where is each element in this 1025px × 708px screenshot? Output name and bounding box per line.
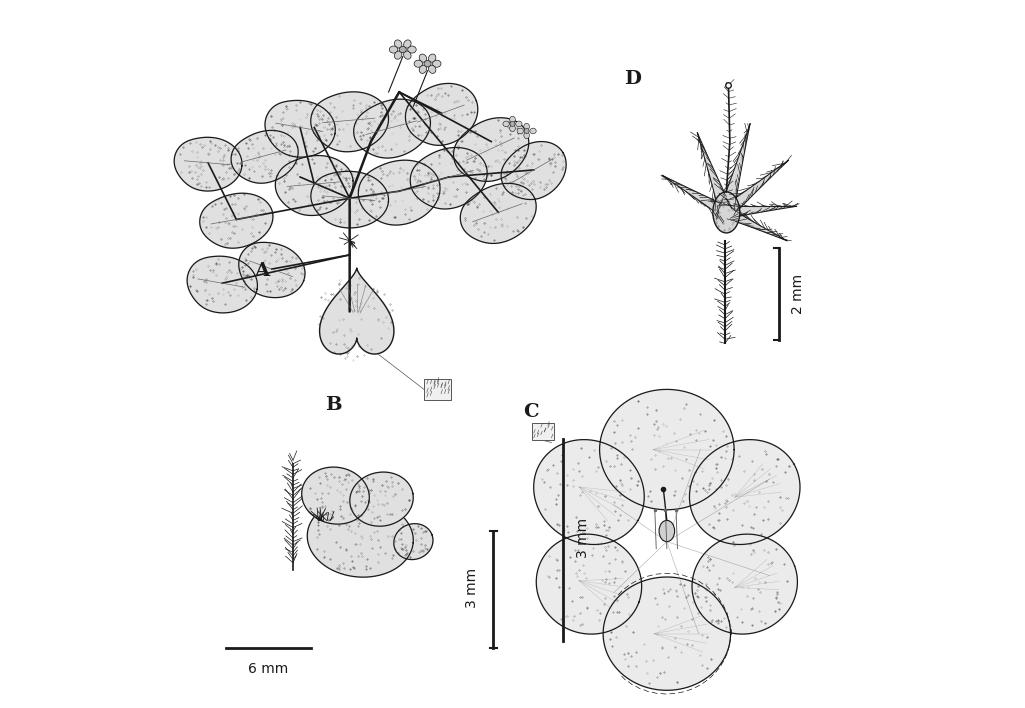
Polygon shape — [692, 534, 797, 634]
Text: 6 mm: 6 mm — [248, 662, 288, 676]
Ellipse shape — [509, 116, 516, 122]
Ellipse shape — [419, 54, 426, 62]
Ellipse shape — [510, 122, 515, 126]
Polygon shape — [410, 147, 487, 209]
Polygon shape — [460, 183, 536, 244]
Polygon shape — [276, 156, 354, 215]
Ellipse shape — [712, 192, 740, 233]
Polygon shape — [231, 130, 298, 183]
Polygon shape — [697, 132, 734, 215]
Ellipse shape — [509, 125, 516, 132]
Ellipse shape — [524, 123, 530, 130]
Polygon shape — [308, 499, 413, 577]
Polygon shape — [406, 84, 478, 145]
Text: A: A — [254, 262, 270, 280]
Polygon shape — [188, 256, 257, 313]
Ellipse shape — [428, 65, 436, 74]
Ellipse shape — [428, 54, 436, 62]
Polygon shape — [174, 137, 242, 191]
Text: 3 mm: 3 mm — [576, 518, 590, 558]
Text: D: D — [624, 71, 642, 88]
Polygon shape — [359, 160, 440, 225]
Polygon shape — [536, 534, 642, 634]
Polygon shape — [534, 440, 645, 544]
Ellipse shape — [399, 46, 406, 53]
Ellipse shape — [517, 128, 524, 134]
Polygon shape — [354, 99, 430, 158]
Polygon shape — [311, 171, 388, 228]
Ellipse shape — [395, 40, 402, 48]
Polygon shape — [662, 176, 730, 219]
Polygon shape — [600, 389, 734, 510]
Ellipse shape — [414, 60, 422, 67]
Polygon shape — [724, 207, 787, 241]
Ellipse shape — [404, 51, 411, 59]
Polygon shape — [200, 193, 273, 249]
Polygon shape — [722, 160, 788, 218]
Polygon shape — [239, 242, 305, 297]
Text: C: C — [523, 404, 539, 421]
Polygon shape — [726, 205, 796, 219]
Polygon shape — [690, 440, 800, 544]
Ellipse shape — [524, 132, 530, 139]
Ellipse shape — [395, 51, 402, 59]
Bar — [424, 379, 451, 400]
Polygon shape — [265, 101, 335, 157]
Ellipse shape — [433, 60, 441, 67]
Ellipse shape — [390, 46, 398, 53]
Polygon shape — [311, 92, 388, 152]
Polygon shape — [320, 268, 394, 354]
Ellipse shape — [516, 121, 522, 127]
Text: 3 mm: 3 mm — [464, 568, 479, 607]
Ellipse shape — [503, 121, 509, 127]
Polygon shape — [394, 524, 433, 559]
Ellipse shape — [419, 65, 426, 74]
Ellipse shape — [530, 128, 536, 134]
Polygon shape — [719, 123, 750, 215]
Ellipse shape — [524, 129, 529, 134]
Polygon shape — [453, 118, 529, 181]
Ellipse shape — [408, 46, 416, 53]
Polygon shape — [501, 142, 566, 200]
Text: 2 mm: 2 mm — [790, 274, 805, 314]
Polygon shape — [301, 467, 369, 524]
Ellipse shape — [424, 61, 432, 67]
Ellipse shape — [659, 520, 674, 542]
Polygon shape — [350, 472, 413, 526]
Polygon shape — [603, 577, 731, 690]
Ellipse shape — [404, 40, 411, 48]
Bar — [532, 423, 555, 440]
Text: B: B — [325, 396, 341, 414]
